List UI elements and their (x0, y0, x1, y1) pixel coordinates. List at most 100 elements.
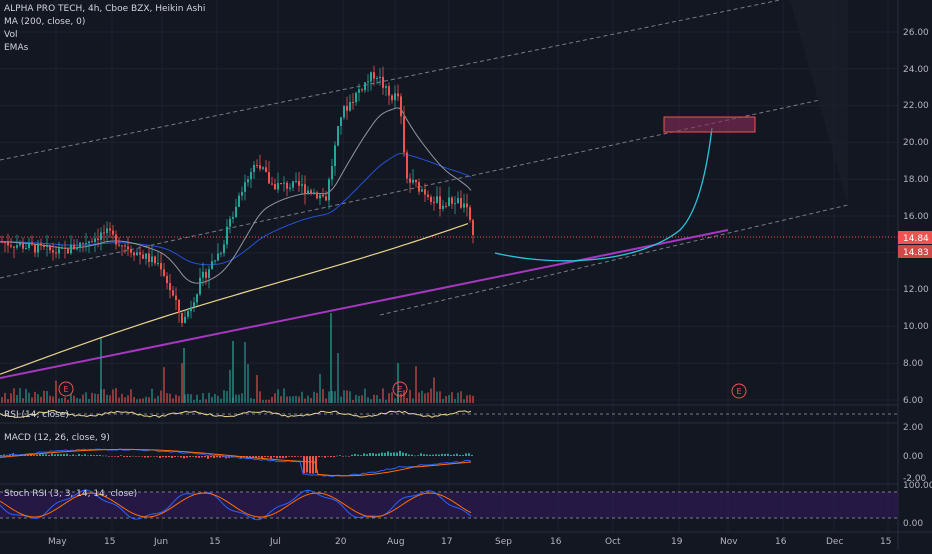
macd-hist-bar (72, 454, 74, 456)
volume-bar (265, 399, 267, 403)
volume-bars (1, 313, 474, 403)
macd-hist-bar (366, 454, 368, 456)
volume-bar (256, 375, 258, 403)
macd-hist-bar (147, 456, 149, 458)
volume-bar (286, 396, 288, 403)
stoch-pane-label[interactable]: Stoch RSI (3, 3, 14, 14, close) (4, 489, 137, 499)
volume-bar (148, 397, 150, 403)
candle-body (421, 189, 423, 192)
earnings-marker-2[interactable] (392, 381, 408, 397)
time-tick-oct-19: 19 (671, 537, 683, 547)
candle-body (25, 247, 27, 249)
macd-pane-label[interactable]: MACD (12, 26, close, 9) (4, 433, 110, 443)
candle-body (451, 197, 453, 204)
volume-bar (16, 394, 18, 403)
macd-hist-bar (282, 456, 284, 459)
candle-body (352, 101, 354, 103)
macd-hist-bar (192, 456, 194, 457)
earnings-marker-3[interactable] (731, 383, 747, 399)
candle-body (442, 205, 444, 209)
volume-bar (166, 393, 168, 403)
volume-bar (271, 396, 273, 403)
volume-bar (379, 398, 381, 403)
support-trendline[interactable] (0, 229, 729, 379)
volume-bar (316, 392, 318, 403)
volume-bar (154, 398, 156, 403)
macd-hist-bar (471, 454, 473, 456)
time-axis[interactable]: May 15 Jun 15 Jul 20 Aug 17 Sep 16 Oct 1… (48, 537, 891, 547)
volume-bar (301, 391, 303, 403)
candle-body (61, 247, 63, 249)
time-tick-jul-20: 20 (335, 537, 347, 547)
candle-body (133, 252, 135, 256)
candle-body (397, 93, 399, 97)
price-axis[interactable]: 26.00 24.00 22.00 20.00 18.00 16.00 12.0… (898, 28, 932, 529)
candle-body (415, 179, 417, 183)
candle-body (289, 187, 291, 189)
volume-bar (163, 367, 165, 403)
candle-body (40, 243, 42, 246)
legend-vol[interactable]: Vol (4, 30, 17, 40)
second-price-badge-label: 14.83 (903, 248, 929, 258)
candle-body (22, 243, 24, 249)
legend-symbol[interactable]: ALPHA PRO TECH, 4h, Cboe BZX, Heikin Ash… (4, 4, 205, 14)
candle-body (403, 116, 405, 153)
candle-body (151, 256, 153, 263)
volume-bar (76, 398, 78, 403)
legend-ma[interactable]: MA (200, close, 0) (4, 17, 85, 27)
candle-body (391, 95, 393, 101)
volume-bar (244, 342, 246, 403)
candle-body (184, 316, 186, 323)
candle-body (295, 180, 297, 182)
macd-hist-bar (207, 456, 209, 459)
candle-body (316, 192, 318, 199)
volume-bar (400, 393, 402, 403)
candle-body (412, 179, 414, 183)
rsi-pane-label[interactable]: RSI (14, close) (4, 410, 69, 420)
price-tick-6: 6.00 (903, 396, 923, 406)
volume-bar (370, 399, 372, 403)
macd-hist-bar (309, 456, 311, 474)
volume-bar (373, 394, 375, 403)
macd-hist-bar (351, 454, 353, 456)
volume-bar (196, 394, 198, 403)
macd-hist-bar (108, 456, 110, 457)
candle-body (460, 198, 462, 208)
macd-hist-bar (132, 455, 134, 457)
volume-bar (82, 394, 84, 403)
volume-bar (25, 388, 27, 403)
channel-lines (0, 0, 849, 316)
macd-hist-bar (270, 456, 272, 459)
candle-body (466, 203, 468, 208)
volume-bar (103, 389, 105, 403)
volume-bar (58, 398, 60, 403)
macd-hist-bar (372, 453, 374, 456)
candle-body (214, 260, 216, 262)
candle-body (106, 228, 108, 234)
macd-hist-bar (102, 455, 104, 457)
volume-bar (430, 388, 432, 403)
macd-hist-bar (252, 456, 254, 458)
candle-body (154, 256, 156, 264)
macd-hist-bar (195, 456, 197, 458)
earnings-marker-1[interactable] (58, 381, 74, 397)
macd-signal-line (0, 448, 472, 477)
macd-tick-2: 2.00 (903, 423, 923, 433)
macd-hist-bar (105, 455, 107, 457)
candle-body (127, 246, 129, 250)
candle-body (139, 252, 141, 255)
macd-hist-bar (264, 456, 266, 458)
legend[interactable]: ALPHA PRO TECH, 4h, Cboe BZX, Heikin Ash… (4, 4, 205, 499)
candle-body (100, 232, 102, 240)
candle-body (349, 101, 351, 111)
legend-emas[interactable]: EMAs (4, 43, 29, 53)
candle-body (208, 269, 210, 278)
candle-body (202, 271, 204, 278)
candle-body (430, 196, 432, 202)
target-box[interactable] (663, 116, 756, 133)
macd-hist-bar (81, 455, 83, 456)
candle-body (1, 241, 3, 243)
macd-hist-bar (348, 456, 350, 457)
